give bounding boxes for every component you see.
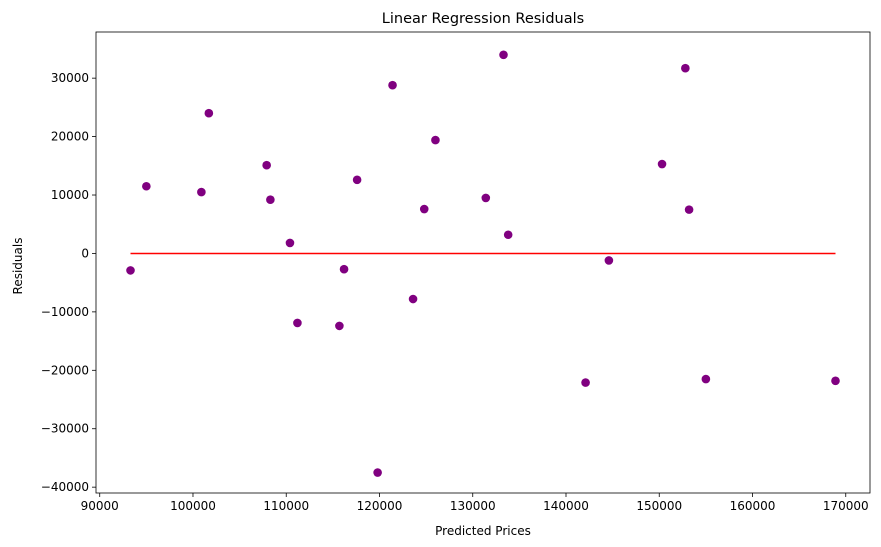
- plot-area: 90000 100000 110000 120000 130000 140000 15000…: [41, 31, 871, 513]
- y-tick-label: −30000: [41, 422, 89, 436]
- x-tick-label: 110000: [263, 499, 309, 513]
- x-tick-label: 170000: [823, 499, 869, 513]
- y-tick-label: 0: [81, 246, 89, 260]
- data-point: [197, 187, 206, 197]
- x-tick-label: 120000: [357, 499, 403, 513]
- data-point: [373, 468, 382, 477]
- data-point: [499, 50, 508, 60]
- data-point: [419, 204, 429, 214]
- data-point: [701, 374, 711, 384]
- x-tick-label: 100000: [170, 499, 216, 513]
- data-point: [681, 63, 690, 73]
- data-point: [831, 376, 840, 386]
- data-point: [285, 238, 295, 248]
- x-tick-label: 130000: [450, 499, 496, 513]
- y-tick-label: −10000: [41, 305, 89, 319]
- data-point: [204, 108, 214, 118]
- data-point: [408, 294, 418, 304]
- data-point: [581, 378, 590, 387]
- data-point: [503, 230, 513, 240]
- data-point: [388, 80, 397, 90]
- data-point: [335, 321, 344, 331]
- x-tick-label: 160000: [730, 499, 776, 513]
- data-point: [339, 264, 349, 274]
- data-point: [142, 181, 151, 191]
- data-point: [262, 160, 271, 170]
- data-point: [481, 193, 491, 203]
- data-point: [126, 266, 135, 275]
- y-tick-label: 30000: [51, 71, 89, 85]
- y-axis-label: Residuals: [11, 238, 25, 295]
- x-tick-label: 140000: [543, 499, 589, 513]
- axes-frame: [95, 31, 871, 494]
- y-tick-label: −20000: [41, 363, 89, 377]
- y-tick-label: 10000: [51, 188, 89, 202]
- data-point: [266, 195, 275, 204]
- data-point: [352, 175, 362, 185]
- y-tick-label: −40000: [41, 480, 89, 494]
- x-axis-label: Predicted Prices: [435, 524, 531, 538]
- x-tick-label: 90000: [81, 499, 119, 513]
- data-point: [293, 318, 302, 328]
- x-tick-label: 150000: [636, 499, 682, 513]
- y-tick-label: 20000: [51, 130, 89, 144]
- data-point: [657, 159, 667, 169]
- data-point: [684, 205, 694, 214]
- chart-title: Linear Regression Residuals: [382, 11, 584, 27]
- data-point: [431, 135, 440, 145]
- data-point: [604, 256, 614, 265]
